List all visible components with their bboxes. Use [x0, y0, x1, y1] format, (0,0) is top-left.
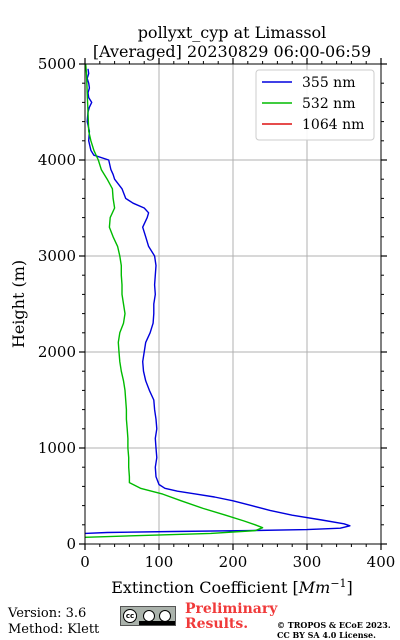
preliminary-line2: Results.	[185, 616, 249, 632]
chart-title-line2: [Averaged] 20230829 06:00-06:59	[93, 42, 371, 61]
legend: 355 nm 532 nm 1064 nm	[255, 69, 375, 141]
ticks	[79, 58, 387, 550]
copyright-text: © TROPOS & ECoE 2023. CC BY SA 4.0 Licen…	[277, 620, 397, 640]
copyright-line1: © TROPOS & ECoE 2023.	[277, 620, 391, 630]
legend-label-0: 355 nm	[302, 75, 355, 91]
y-tick-label: 2000	[38, 343, 76, 361]
profile-chart: pollyxt_cyp at Limassol [Averaged] 20230…	[9, 23, 396, 597]
copyright-line2: CC BY SA 4.0 License.	[277, 630, 376, 640]
method-text: Method: Klett	[8, 622, 100, 637]
x-axis-label-unit: Mm	[298, 578, 331, 597]
series-line-0	[84, 68, 351, 535]
y-tick-label: 1000	[38, 439, 76, 457]
cc-icon: cc	[123, 609, 137, 623]
legend-label-2: 1064 nm	[302, 117, 364, 133]
x-tick-label: 200	[219, 553, 248, 571]
series-layer	[84, 63, 351, 538]
x-tick-label: 100	[145, 553, 174, 571]
version-text: Version: 3.6	[8, 606, 87, 621]
x-axis-label-text: Extinction Coefficient [	[111, 578, 299, 597]
y-axis-label: Height (m)	[9, 260, 28, 348]
legend-box	[255, 69, 375, 141]
x-axis-label-exponent: −1	[330, 577, 346, 590]
y-tick-label: 4000	[38, 151, 76, 169]
x-tick-label: 300	[293, 553, 322, 571]
y-tick-label: 0	[66, 535, 76, 553]
x-axis-label: Extinction Coefficient [Mm−1]	[111, 577, 353, 597]
preliminary-line1: Preliminary	[185, 601, 278, 617]
preliminary-results-text: Preliminary Results.	[185, 602, 285, 632]
y-tick-label: 5000	[38, 55, 76, 73]
y-tick-label: 3000	[38, 247, 76, 265]
badge-strip	[139, 621, 175, 625]
x-axis-label-close: ]	[347, 578, 353, 597]
chart-title-line1: pollyxt_cyp at Limassol	[138, 23, 327, 42]
x-tick-label: 0	[80, 553, 90, 571]
x-tick-label: 400	[367, 553, 396, 571]
legend-label-1: 532 nm	[302, 96, 355, 112]
cc-by-sa-license-icon: cc	[120, 606, 176, 626]
series-line-1	[84, 63, 264, 538]
